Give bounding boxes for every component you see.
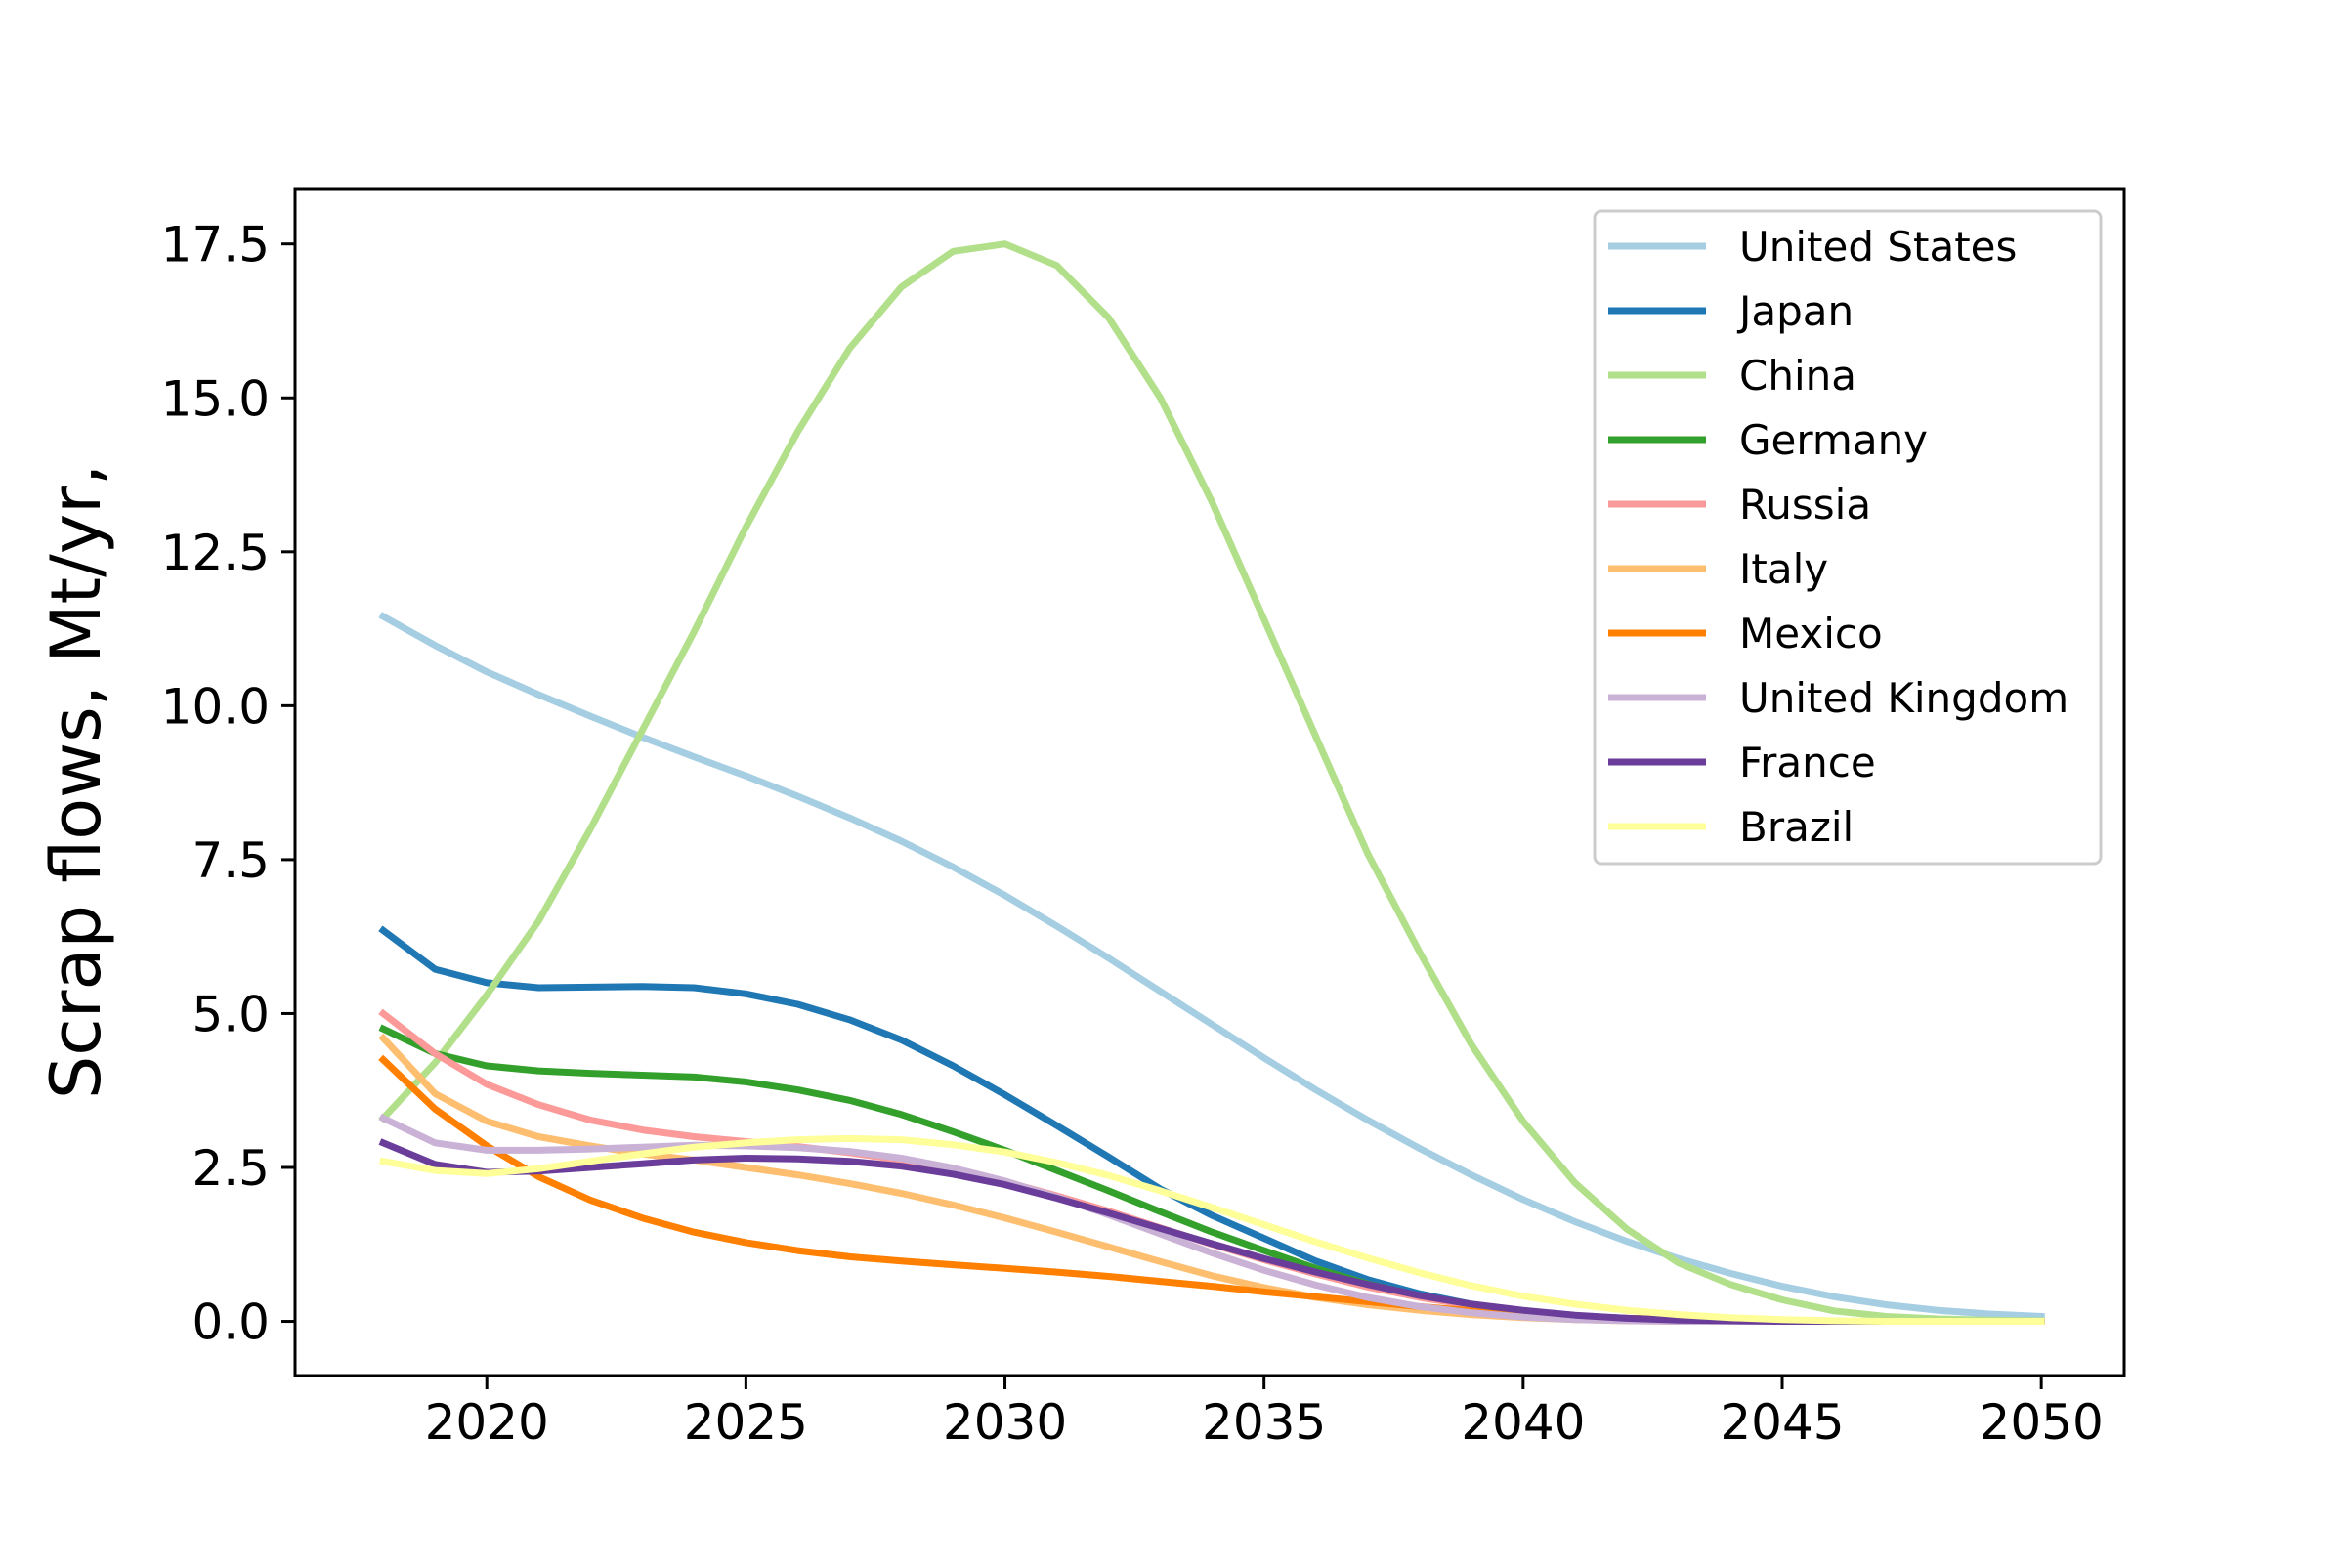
x-axis: 2020 2025 2030 2035 2040 2045 2050: [425, 1376, 2104, 1451]
y-tick-label: 12.5: [161, 525, 270, 581]
series-layer: [378, 240, 2045, 1325]
x-tick-label: 2050: [1980, 1394, 2104, 1451]
y-tick-label: 17.5: [161, 217, 270, 274]
plot-frame: [293, 187, 2126, 1377]
x-tick-label: 2020: [425, 1394, 549, 1451]
y-axis: 0.0 2.5 5.0 7.5 10.0 12.5 15.0 17.5: [161, 217, 295, 1351]
x-tick-label: 2025: [684, 1394, 808, 1451]
series-line-united-states: [378, 612, 2045, 1321]
y-tick-label: 2.5: [192, 1140, 270, 1197]
legend-label-russia: Russia: [1739, 481, 1871, 529]
legend-label-japan: Japan: [1736, 287, 1854, 335]
y-tick-label: 15.0: [161, 370, 270, 427]
legend: United States Japan China Germany Russia Ital…: [1593, 209, 2103, 866]
y-tick-label: 0.0: [192, 1294, 270, 1351]
legend-label-italy: Italy: [1739, 545, 1828, 593]
series-line-china: [378, 240, 2045, 1325]
series-line-brazil: [379, 1134, 2045, 1325]
x-tick-label: 2045: [1720, 1394, 1844, 1451]
legend-label-brazil: Brazil: [1739, 803, 1854, 851]
y-tick-label: 10.0: [161, 678, 270, 735]
legend-label-france: France: [1739, 739, 1876, 786]
legend-label-mexico: Mexico: [1739, 610, 1883, 657]
x-tick-label: 2035: [1202, 1394, 1326, 1451]
y-tick-label: 5.0: [192, 986, 270, 1042]
legend-box: [1593, 209, 2103, 866]
x-tick-label: 2040: [1461, 1394, 1585, 1451]
x-tick-label: 2030: [943, 1394, 1067, 1451]
legend-label-germany: Germany: [1739, 416, 1928, 464]
legend-label-united-states: United States: [1739, 223, 2017, 271]
y-tick-label: 7.5: [192, 832, 270, 889]
legend-label-united-kingdom: United Kingdom: [1739, 674, 2068, 722]
legend-label-china: China: [1739, 352, 1856, 400]
y-axis-label: Scrap flows, Mt/yr,: [36, 464, 116, 1099]
